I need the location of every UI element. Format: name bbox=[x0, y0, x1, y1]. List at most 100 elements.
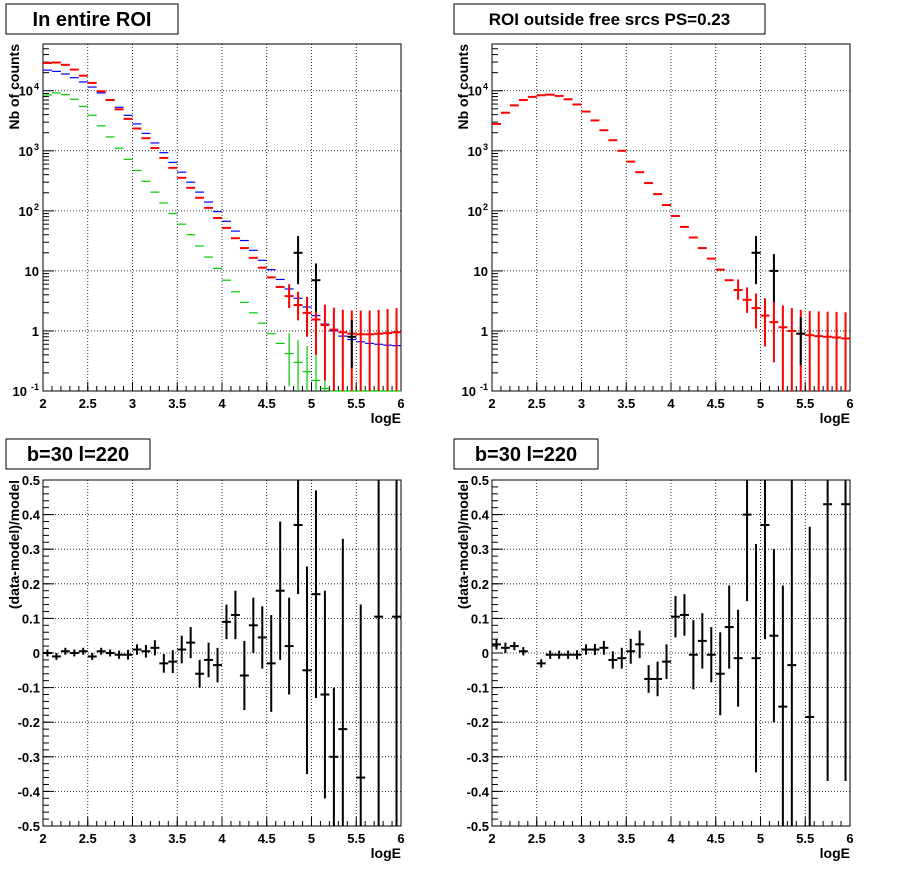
y-tick-label: 0.1 bbox=[471, 611, 489, 626]
x-axis-label: logE bbox=[820, 410, 850, 426]
y-tick-label: 10 bbox=[474, 264, 488, 279]
x-tick-label: 2.5 bbox=[528, 396, 546, 411]
x-tick-label: 4 bbox=[667, 396, 675, 411]
x-tick-label: 2.5 bbox=[79, 831, 97, 846]
x-tick-label: 6 bbox=[846, 396, 853, 411]
x-tick-label: 4.5 bbox=[707, 396, 725, 411]
y-tick-label: 10 bbox=[25, 264, 39, 279]
y-tick-exponent: 4 bbox=[34, 82, 39, 92]
y-axis-label: Nb of counts bbox=[455, 44, 471, 130]
y-tick-label: 0.4 bbox=[471, 508, 490, 523]
y-tick-label: 10 bbox=[462, 384, 476, 399]
x-tick-label: 6 bbox=[397, 831, 404, 846]
y-tick-label: 1 bbox=[32, 324, 39, 339]
x-tick-label: 4.5 bbox=[258, 831, 276, 846]
y-tick-label: 0.5 bbox=[471, 473, 489, 488]
x-tick-label: 4 bbox=[218, 396, 226, 411]
y-tick-exponent: 3 bbox=[483, 142, 488, 152]
x-tick-label: 2.5 bbox=[79, 396, 97, 411]
x-tick-label: 2 bbox=[39, 831, 46, 846]
x-tick-label: 5 bbox=[757, 831, 764, 846]
y-tick-exponent: -1 bbox=[31, 382, 39, 392]
x-tick-label: 4 bbox=[218, 831, 226, 846]
y-tick-label: 0.3 bbox=[471, 542, 489, 557]
y-tick-exponent: 2 bbox=[34, 202, 39, 212]
y-tick-label: 0 bbox=[482, 646, 489, 661]
x-tick-label: 3 bbox=[129, 831, 136, 846]
x-tick-label: 2 bbox=[488, 396, 495, 411]
y-tick-label: -0.5 bbox=[18, 819, 40, 834]
x-axis-label: logE bbox=[371, 410, 401, 426]
y-axis-label: Nb of counts bbox=[6, 44, 22, 130]
y-tick-label: -0.5 bbox=[467, 819, 489, 834]
y-tick-exponent: -1 bbox=[480, 382, 488, 392]
chart-title: b=30 l=220 bbox=[475, 444, 577, 466]
title-box bbox=[5, 438, 151, 470]
x-tick-label: 6 bbox=[846, 831, 853, 846]
y-tick-exponent: 2 bbox=[483, 202, 488, 212]
y-tick-label: 10 bbox=[468, 84, 482, 99]
x-tick-label: 2 bbox=[488, 831, 495, 846]
x-tick-label: 5 bbox=[308, 396, 315, 411]
x-axis-label: logE bbox=[371, 845, 401, 861]
y-tick-label: 1 bbox=[481, 324, 488, 339]
title-box bbox=[453, 3, 766, 35]
x-tick-label: 4 bbox=[667, 831, 675, 846]
y-tick-label: -0.3 bbox=[18, 750, 40, 765]
chart-title: b=30 l=220 bbox=[27, 444, 129, 466]
x-tick-label: 4.5 bbox=[707, 831, 725, 846]
y-tick-label: 0.4 bbox=[22, 508, 41, 523]
chart-panel-residual-left: b=30 l=220 2 2.5 3 3.5 4 4.5 5 5.5 6 logE -0.5 -0.4 -… bbox=[0, 435, 449, 871]
chart-panel-roi-outside: ROI outside free srcs PS=0.23 2 2.5 3 3.5 4 4.… bbox=[449, 0, 898, 435]
chart-title: In entire ROI bbox=[33, 9, 152, 31]
y-tick-label: -0.1 bbox=[18, 681, 40, 696]
y-axis-label: (data-model)/model bbox=[6, 480, 22, 609]
y-tick-label: 10 bbox=[19, 84, 33, 99]
y-tick-label: 10 bbox=[19, 144, 33, 159]
y-tick-label: 0.1 bbox=[22, 611, 40, 626]
x-tick-label: 5 bbox=[308, 831, 315, 846]
y-tick-label: 0.5 bbox=[22, 473, 40, 488]
y-tick-label: 0 bbox=[33, 646, 40, 661]
y-tick-label: 0.2 bbox=[22, 577, 40, 592]
x-tick-label: 3.5 bbox=[168, 396, 186, 411]
x-tick-label: 3 bbox=[129, 396, 136, 411]
y-tick-label: 0.2 bbox=[471, 577, 489, 592]
y-axis-label: (data-model)/model bbox=[455, 480, 471, 609]
y-tick-label: 10 bbox=[13, 384, 27, 399]
title-box bbox=[453, 438, 599, 470]
chart-panel-residual-right: b=30 l=220 2 2.5 3 3.5 4 4.5 5 5.5 6 logE -0.5 -0.4 -… bbox=[449, 435, 898, 871]
y-tick-label: 10 bbox=[468, 144, 482, 159]
chart-title: ROI outside free srcs PS=0.23 bbox=[489, 10, 730, 29]
y-tick-label: -0.4 bbox=[18, 784, 41, 799]
y-tick-label: -0.2 bbox=[467, 715, 489, 730]
x-tick-label: 5.5 bbox=[347, 396, 365, 411]
x-tick-label: 5 bbox=[757, 396, 764, 411]
x-tick-label: 6 bbox=[397, 396, 404, 411]
x-tick-label: 4.5 bbox=[258, 396, 276, 411]
title-box bbox=[5, 3, 179, 35]
x-tick-label: 2 bbox=[39, 396, 46, 411]
x-tick-label: 3.5 bbox=[617, 831, 635, 846]
y-tick-label: -0.1 bbox=[467, 681, 489, 696]
x-tick-label: 5.5 bbox=[347, 831, 365, 846]
x-tick-label: 2.5 bbox=[528, 831, 546, 846]
y-tick-label: -0.4 bbox=[467, 784, 490, 799]
y-tick-label: -0.2 bbox=[18, 715, 40, 730]
y-tick-exponent: 4 bbox=[483, 82, 488, 92]
y-tick-label: 10 bbox=[468, 204, 482, 219]
y-tick-label: -0.3 bbox=[467, 750, 489, 765]
x-tick-label: 3 bbox=[578, 831, 585, 846]
x-tick-label: 5.5 bbox=[796, 831, 814, 846]
y-tick-exponent: 3 bbox=[34, 142, 39, 152]
y-tick-label: 0.3 bbox=[22, 542, 40, 557]
x-tick-label: 5.5 bbox=[796, 396, 814, 411]
chart-panel-entire-roi: In entire ROI 2 2.5 3 3.5 4 4.5 5 5.5 6 logE 10 -1 1 1… bbox=[0, 0, 449, 435]
x-tick-label: 3.5 bbox=[168, 831, 186, 846]
y-tick-label: 10 bbox=[19, 204, 33, 219]
chart-svg: ROI outside free srcs PS=0.23 2 2.5 3 3.5 4 4.… bbox=[453, 3, 854, 426]
x-tick-label: 3 bbox=[578, 396, 585, 411]
